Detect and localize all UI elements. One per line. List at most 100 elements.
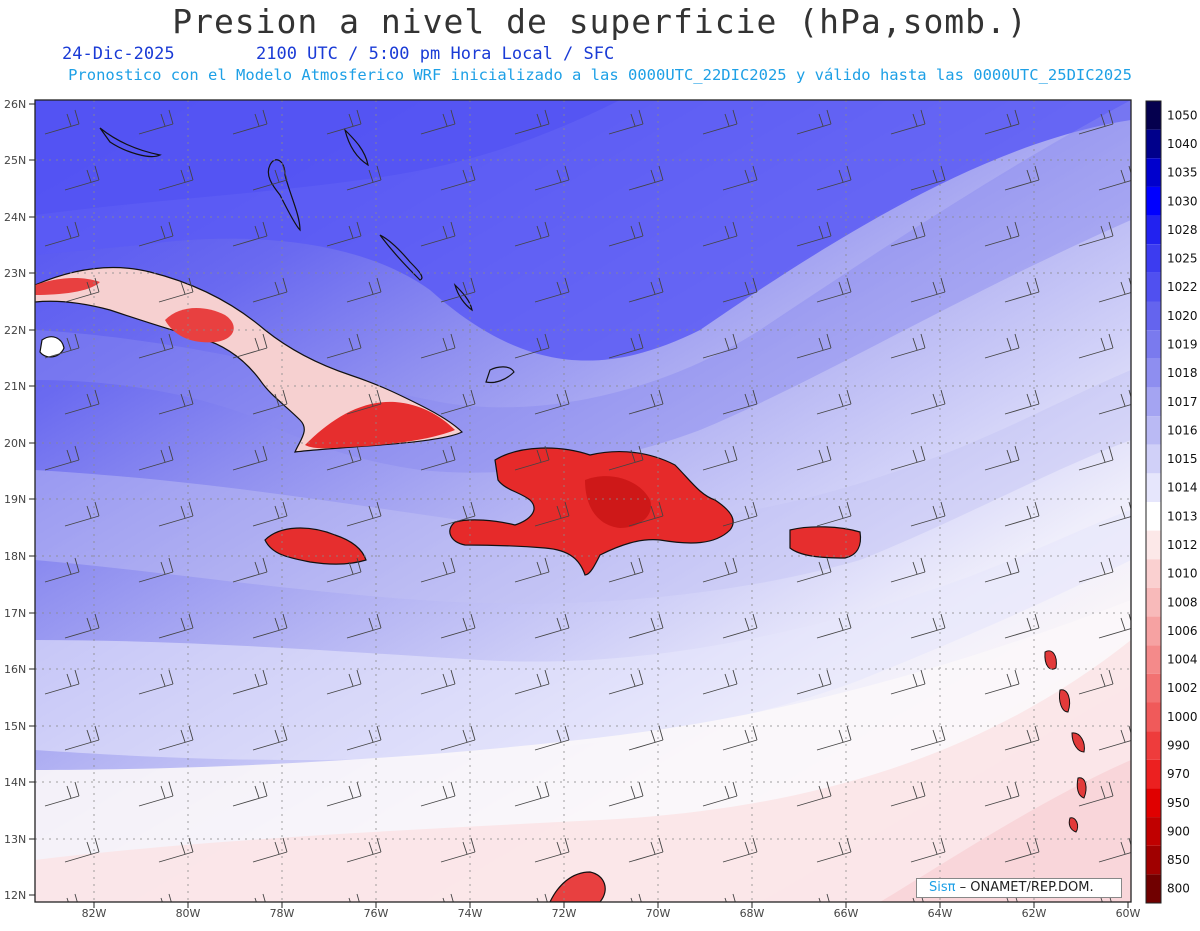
colorbar-swatch: [1146, 817, 1161, 846]
colorbar-label: 950: [1167, 796, 1190, 810]
latitude-labels: 26N 25N 24N 23N 22N 21N 20N 19N 18N 17N …: [4, 98, 26, 902]
wind-barb: [722, 837, 758, 863]
colorbar-swatch: [1146, 186, 1161, 216]
wind-barb: [608, 445, 644, 471]
lat-label: 21N: [4, 380, 26, 393]
wind-barb: [1004, 277, 1040, 303]
wind-barb: [440, 837, 476, 863]
colorbar-swatch: [1146, 387, 1161, 417]
dominica-island: [1059, 689, 1071, 713]
lon-label: 72W: [552, 907, 577, 920]
wind-barb: [252, 725, 288, 751]
wind-barb: [64, 613, 100, 639]
wind-barb: [1078, 781, 1114, 807]
wind-barb: [346, 277, 382, 303]
colorbar-label: 800: [1167, 882, 1190, 896]
wind-barb: [702, 781, 738, 807]
wind-barb: [252, 837, 288, 863]
wind-barb: [702, 109, 738, 135]
wind-barb: [608, 781, 644, 807]
wind-barb: [232, 333, 268, 359]
colorbar-swatch: [1146, 702, 1161, 732]
lon-label: 70W: [646, 907, 671, 920]
jamaica-island: [264, 527, 367, 565]
colorbar-label: 900: [1167, 824, 1190, 838]
wind-barb: [890, 221, 926, 247]
wind-barb: [420, 109, 456, 135]
wind-barb: [796, 669, 832, 695]
colorbar-label: 1017: [1167, 395, 1198, 409]
colorbar-label: 1019: [1167, 337, 1198, 351]
wind-barb: [890, 333, 926, 359]
colorbar-label: 1020: [1167, 309, 1198, 323]
latitude-ticks: [29, 103, 35, 896]
colorbar-label: 970: [1167, 767, 1190, 781]
wind-barb: [818, 893, 830, 902]
colorbar-swatch: [1146, 416, 1161, 445]
st-lucia-island: [1076, 777, 1087, 799]
wind-barb: [816, 725, 852, 751]
longitude-ticks: [93, 902, 1129, 908]
colorbar-label: 990: [1167, 738, 1190, 752]
wind-barb: [1078, 333, 1114, 359]
wind-barb: [890, 781, 926, 807]
wind-barb: [724, 893, 736, 902]
colorbar-swatch: [1146, 530, 1161, 560]
wind-barb: [702, 557, 738, 583]
wind-barb: [702, 445, 738, 471]
lon-label: 78W: [270, 907, 295, 920]
wind-barb: [628, 613, 664, 639]
wind-barbs: [44, 109, 1131, 902]
lon-label: 76W: [364, 907, 389, 920]
colorbar-label: 1028: [1167, 223, 1198, 237]
map-gridlines: [35, 100, 1131, 902]
wind-barb: [534, 613, 570, 639]
wind-barb: [1078, 445, 1114, 471]
wind-barb: [514, 333, 550, 359]
wind-barb: [232, 109, 268, 135]
wind-barb: [536, 893, 548, 902]
wind-barb: [440, 725, 476, 751]
colorbar-swatch: [1146, 587, 1161, 617]
colorbar-label: 1025: [1167, 252, 1198, 266]
wind-barb: [44, 109, 80, 135]
pressure-band-1010: [880, 760, 1131, 902]
colorbar-swatch: [1146, 788, 1161, 818]
hispaniola-dark-core: [585, 476, 651, 528]
wind-barb: [1098, 389, 1131, 415]
wind-barb: [158, 725, 194, 751]
wind-barb: [232, 781, 268, 807]
wind-barb: [138, 109, 174, 135]
colorbar-swatch: [1146, 215, 1161, 245]
wind-barb: [702, 333, 738, 359]
lat-label: 24N: [4, 211, 26, 224]
wind-barb: [346, 501, 382, 527]
colorbar-swatch: [1146, 272, 1161, 302]
wind-barb: [138, 445, 174, 471]
wind-barb: [910, 165, 946, 191]
wind-barb: [514, 557, 550, 583]
wind-barb: [910, 277, 946, 303]
wind-barb: [158, 613, 194, 639]
wind-barb: [232, 221, 268, 247]
lat-label: 17N: [4, 607, 26, 620]
wind-barb: [420, 221, 456, 247]
wind-barb: [1004, 501, 1040, 527]
colorbar-label: 1010: [1167, 567, 1198, 581]
colorbar-label: 1000: [1167, 710, 1198, 724]
wind-barb: [890, 557, 926, 583]
wind-barb: [628, 501, 664, 527]
wind-barb: [890, 445, 926, 471]
wind-barb: [816, 277, 852, 303]
colorbar-label: 1002: [1167, 681, 1198, 695]
cuba-red-area-tip: [35, 278, 100, 295]
wind-barb: [722, 389, 758, 415]
wind-barb: [608, 221, 644, 247]
colorbar-swatch: [1146, 129, 1161, 159]
wind-barb: [628, 837, 664, 863]
colorbar-label: 1050: [1167, 108, 1198, 122]
wind-barb: [44, 333, 80, 359]
isla-juventud: [39, 336, 65, 358]
wind-barb: [796, 557, 832, 583]
